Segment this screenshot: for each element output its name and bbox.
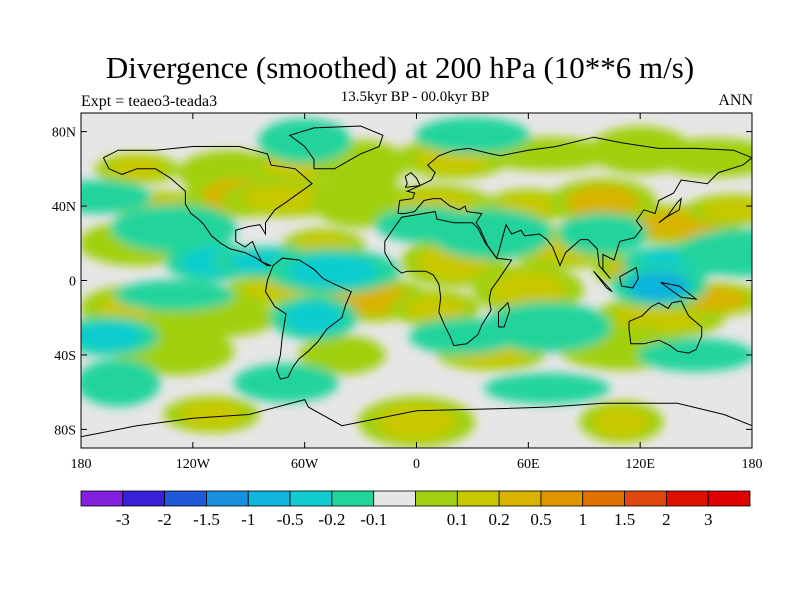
field-contour-core [81, 322, 142, 351]
lat-tick-label: 80N [52, 126, 76, 141]
colorbar-swatch [582, 490, 625, 507]
colorbar-label: 1 [579, 510, 588, 529]
field-contour-core [377, 403, 456, 440]
colorbar-swatch [540, 490, 584, 507]
colorbar-swatch [164, 490, 207, 507]
field-contour-core [504, 377, 589, 400]
colorbar-label: 1.5 [614, 510, 635, 529]
colorbar-swatch [624, 490, 667, 507]
field-contour-core [132, 211, 217, 246]
map-area [80, 112, 753, 449]
coastline-9 [619, 266, 639, 289]
colorbar-label: -0.1 [360, 510, 387, 529]
lon-tick-label: 180 [742, 457, 763, 472]
lon-tick-label: 180 [71, 457, 92, 472]
coastline-3 [397, 136, 752, 279]
field-contour-core [698, 235, 752, 270]
colorbar-label: 0.2 [489, 510, 510, 529]
lon-tick-label: 60E [517, 457, 540, 472]
colorbar-swatch [122, 490, 166, 507]
field-contour-core [273, 124, 336, 157]
field-contour-core [90, 365, 147, 400]
field-contour-core [179, 401, 244, 428]
colorbar-swatch [80, 490, 124, 507]
coastline-11 [404, 171, 421, 188]
field-contour-core [450, 215, 533, 252]
coastline-10 [660, 281, 698, 300]
divergence-field [81, 117, 752, 448]
field-contour-core [566, 185, 639, 220]
field-contour-core [427, 323, 500, 350]
lon-tick-label: 60W [291, 457, 319, 472]
lat-tick-label: 40S [54, 349, 76, 364]
experiment-label: Expt = teaeo3-teada3 [81, 93, 218, 110]
field-contour-core [501, 141, 592, 166]
field-contour-core [284, 301, 343, 334]
colorbar-swatch [707, 490, 751, 507]
lon-tick-label: 120W [176, 457, 211, 472]
field-contour-core [491, 271, 566, 308]
coastline-7 [658, 197, 682, 224]
colorbar-swatch [498, 490, 542, 507]
coastline-8 [593, 270, 613, 293]
field-contour-core [572, 218, 633, 249]
colorbar-label: -1.5 [193, 510, 220, 529]
lon-tick-label: 0 [413, 457, 420, 472]
coastline-12 [81, 399, 752, 438]
field-contour-core [287, 255, 378, 288]
colorbar-swatch [247, 490, 291, 507]
field-contour-core [251, 368, 322, 397]
field-contour-core [329, 147, 392, 184]
colorbar: -3 -2 -1.5 -1 -0.5 -0.2 -0.1 0.1 0.2 0.5 1 1.5 2 3 [80, 490, 751, 529]
colorbar-label: 0.5 [530, 510, 551, 529]
colorbar-swatch [415, 490, 458, 507]
plot-subtitle: 13.5kyr BP - 00.0kyr BP [340, 89, 490, 105]
field-contour-core [134, 284, 215, 307]
field-contour-core [434, 122, 511, 149]
field-contour-core [593, 406, 650, 437]
coastline-1 [264, 257, 352, 380]
coastline-6 [498, 301, 511, 328]
colorbar-swatch [456, 490, 500, 507]
colorbar-label: 3 [704, 510, 713, 529]
field-contour-core [673, 143, 752, 172]
field-contour-core [81, 184, 135, 209]
field-contour-core [657, 342, 736, 367]
coastline-4 [384, 211, 513, 347]
field-contour-core [166, 303, 257, 332]
colorbar-label: 2 [662, 510, 671, 529]
colorbar-label: -0.5 [277, 510, 304, 529]
colorbar-swatch [373, 490, 416, 507]
colorbar-label: -1 [241, 510, 255, 529]
colorbar-swatch [289, 490, 333, 507]
colorbar-swatch [665, 490, 709, 507]
field-contour-core [242, 185, 331, 212]
axis-ticks: 80N 40N 0 40S 80S 180 120W 60W 0 60E 120E 180 [52, 113, 763, 472]
colorbar-label: -3 [116, 510, 130, 529]
field-contour-core [503, 309, 590, 346]
colorbar-swatch [331, 490, 375, 507]
colorbar-label: -2 [158, 510, 172, 529]
colorbar-swatch [206, 490, 249, 507]
coastline-0 [102, 146, 313, 267]
coastlines [81, 125, 752, 438]
season-label: ANN [718, 92, 753, 109]
lat-tick-label: 0 [69, 275, 76, 290]
field-contour-core [312, 340, 371, 369]
colorbar-label: 0.1 [447, 510, 468, 529]
coastline-5 [628, 300, 703, 354]
colorbar-label: -0.2 [318, 510, 345, 529]
lat-tick-label: 80S [54, 423, 76, 438]
plot-title: Divergence (smoothed) at 200 hPa (10**6 … [105, 50, 695, 85]
coastline-2 [288, 125, 384, 170]
field-contour-core [405, 295, 466, 322]
field-contour-core [626, 271, 691, 302]
lat-tick-label: 40N [52, 200, 76, 215]
field-contour-core [701, 198, 752, 221]
lon-tick-label: 120E [625, 457, 655, 472]
